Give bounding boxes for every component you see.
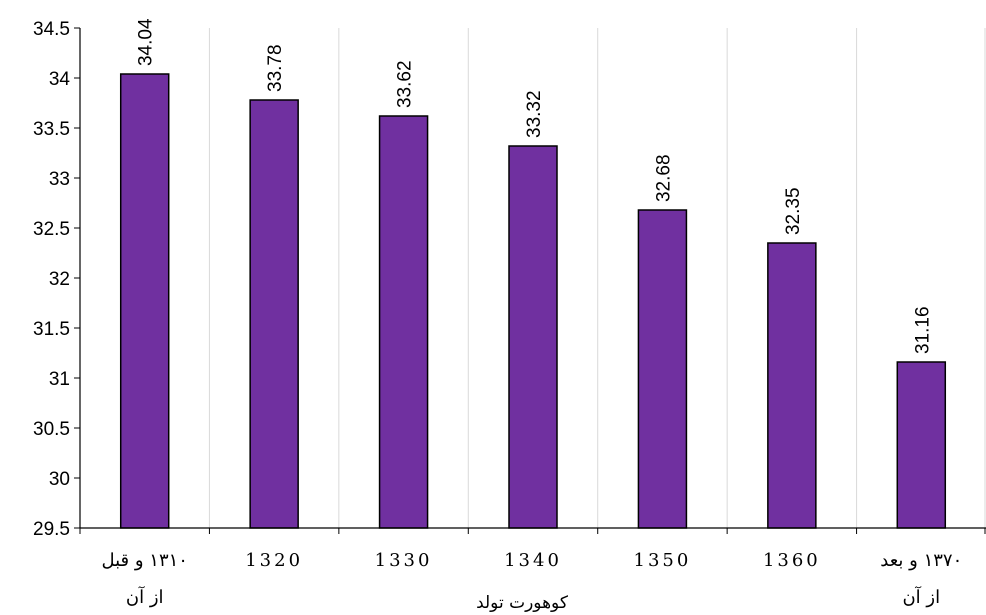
x-tick-label: 1340 (504, 550, 562, 571)
bar (378, 115, 429, 529)
bar (119, 73, 170, 529)
x-tick-label: 1320 (245, 550, 303, 571)
data-label: 31.16 (912, 306, 933, 354)
bar (249, 99, 299, 529)
x-tick-label: ۱۳۱۰ و قبل (101, 550, 187, 571)
bar (508, 145, 558, 529)
data-label: 33.32 (524, 90, 545, 138)
data-labels: 34.04 33.78 33.62 33.32 32.68 32.35 31.16 (136, 18, 934, 354)
data-label: 32.68 (653, 154, 674, 202)
x-tick-label: ۱۳۷۰ و بعد (880, 550, 962, 571)
bar (896, 361, 947, 529)
x-axis: ۱۳۱۰ و قبل از آن 1320 1330 1340 1350 1360 ۱۳۷۰ … (79, 527, 986, 608)
bar (767, 242, 817, 529)
data-label: 33.78 (265, 44, 286, 92)
x-tick-label: از آن (902, 586, 940, 608)
y-tick-label: 30.5 (33, 419, 70, 440)
data-label: 32.35 (783, 187, 804, 235)
y-tick-label: 30 (49, 469, 70, 490)
grid-lines (208, 28, 986, 528)
x-axis-title: کوهورت تولد (476, 593, 569, 613)
data-label: 34.04 (136, 18, 157, 66)
x-tick-label: 1360 (763, 550, 821, 571)
x-tick-label: 1350 (634, 550, 692, 571)
y-tick-label: 33.5 (33, 119, 70, 140)
y-tick-label: 31 (49, 369, 70, 390)
y-tick-label: 32 (49, 269, 70, 290)
bars (119, 73, 947, 529)
y-tick-label: 33 (49, 169, 70, 190)
y-tick-label: 32.5 (33, 219, 70, 240)
y-tick-label: 31.5 (33, 319, 70, 340)
y-tick-label: 34 (49, 69, 71, 90)
bar (637, 209, 688, 529)
data-label: 33.62 (395, 60, 416, 108)
y-axis: 29.5 30 30.5 31 31.5 32 32.5 33 33.5 34 34.5 (33, 19, 81, 540)
x-tick-label: از آن (126, 586, 164, 608)
y-tick-label: 29.5 (33, 519, 70, 540)
y-tick-label: 34.5 (33, 19, 70, 40)
x-tick-label: 1330 (375, 550, 433, 571)
